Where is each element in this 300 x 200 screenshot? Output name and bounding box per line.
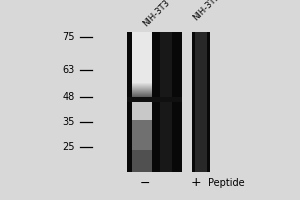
Text: NIH-3T3: NIH-3T3 — [192, 0, 222, 22]
Text: −: − — [140, 176, 150, 190]
Text: Peptide: Peptide — [208, 178, 244, 188]
Text: 63: 63 — [63, 65, 75, 75]
Text: 75: 75 — [62, 32, 75, 42]
Text: +: + — [191, 176, 201, 190]
Text: 48: 48 — [63, 92, 75, 102]
Text: NIH-3T3: NIH-3T3 — [142, 0, 172, 28]
Text: 35: 35 — [63, 117, 75, 127]
Text: 25: 25 — [62, 142, 75, 152]
